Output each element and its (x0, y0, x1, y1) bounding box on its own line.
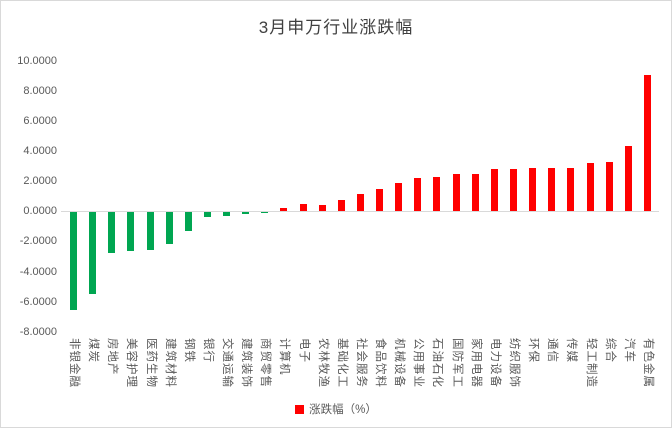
x-axis-label: 建筑材料 (163, 338, 176, 388)
bar-机械设备 (395, 182, 403, 212)
x-axis-label: 有色金属 (641, 338, 654, 388)
y-tick-label: 0.0000 (23, 205, 57, 218)
x-axis-label: 食品饮料 (374, 338, 387, 388)
x-axis-label: 农林牧渔 (316, 338, 329, 388)
bar-钢铁 (184, 212, 192, 232)
x-axis-label: 计算机 (278, 338, 291, 376)
bar-交通运输 (223, 212, 231, 217)
bar-农林牧渔 (318, 204, 326, 212)
bar-建筑材料 (165, 212, 173, 244)
y-tick-label: 2.0000 (23, 175, 57, 188)
bar-家用电器 (471, 173, 479, 212)
bar-国防军工 (452, 174, 460, 212)
bar-房地产 (108, 212, 116, 253)
bar-医药生物 (146, 212, 154, 250)
bar-通信 (548, 168, 556, 212)
chart-title: 3月申万行业涨跌幅 (258, 18, 414, 37)
bar-社会服务 (356, 193, 364, 212)
x-axis-label: 家用电器 (469, 338, 482, 388)
x-axis-label: 纺织服饰 (507, 338, 520, 388)
x-axis-label: 美容护理 (125, 338, 138, 388)
bar-轻工制造 (586, 162, 594, 212)
x-axis-label: 通信 (546, 338, 559, 363)
bar-汽车 (624, 146, 632, 212)
bar-公用事业 (414, 177, 422, 212)
bar-建筑装饰 (242, 212, 250, 215)
legend-label: 涨跌幅（%） (309, 404, 377, 416)
x-axis-label: 汽车 (622, 338, 635, 363)
x-axis-label: 银行 (201, 338, 214, 363)
x-axis-label: 石油石化 (431, 338, 444, 388)
legend: 涨跌幅（%） (1, 401, 671, 417)
y-tick-label: 8.0000 (23, 85, 57, 98)
x-axis-label: 电子 (297, 338, 310, 363)
bar-电力设备 (490, 169, 498, 212)
zero-gridline (61, 211, 659, 212)
y-tick-label: 10.0000 (17, 55, 57, 68)
bar-煤炭 (89, 212, 97, 295)
y-tick-label: 4.0000 (23, 145, 57, 158)
x-axis-label: 基础化工 (335, 338, 348, 388)
x-axis-label: 传媒 (565, 338, 578, 363)
y-tick-label: -8.0000 (19, 325, 57, 338)
bar-美容护理 (127, 212, 135, 252)
bar-石油石化 (433, 176, 441, 212)
x-axis-label: 煤炭 (87, 338, 100, 363)
x-axis-label: 电力设备 (488, 338, 501, 388)
x-axis-label: 建筑装饰 (240, 338, 253, 388)
y-tick-label: -2.0000 (19, 235, 57, 248)
legend-swatch-icon (295, 404, 305, 414)
bar-综合 (605, 161, 613, 212)
x-axis-label: 社会服务 (354, 338, 367, 388)
x-axis-label: 钢铁 (182, 338, 195, 363)
x-axis-label: 交通运输 (221, 338, 234, 388)
x-axis-label: 综合 (603, 338, 616, 363)
x-axis-label: 公用事业 (412, 338, 425, 388)
bar-有色金属 (643, 75, 651, 212)
bar-计算机 (280, 208, 288, 212)
x-axis-label: 商贸零售 (259, 338, 272, 388)
x-axis-label: 非银金融 (68, 338, 80, 388)
bar-纺织服饰 (509, 168, 517, 212)
x-axis-label: 国防军工 (450, 338, 463, 388)
x-axis-label: 环保 (527, 338, 540, 363)
bar-非银金融 (70, 212, 77, 311)
bar-传媒 (567, 167, 575, 212)
y-tick-label: -4.0000 (19, 265, 57, 278)
x-axis-label: 医药生物 (144, 338, 157, 388)
y-tick-label: -6.0000 (19, 295, 57, 308)
bar-电子 (299, 204, 307, 212)
bar-银行 (203, 212, 211, 217)
x-axis-label: 机械设备 (393, 338, 406, 388)
x-axis-label: 房地产 (106, 338, 119, 376)
y-tick-label: 6.0000 (23, 115, 57, 128)
x-axis-label: 轻工制造 (584, 338, 597, 388)
bar-基础化工 (337, 200, 345, 212)
bar-环保 (529, 168, 537, 212)
bar-食品饮料 (376, 189, 384, 212)
